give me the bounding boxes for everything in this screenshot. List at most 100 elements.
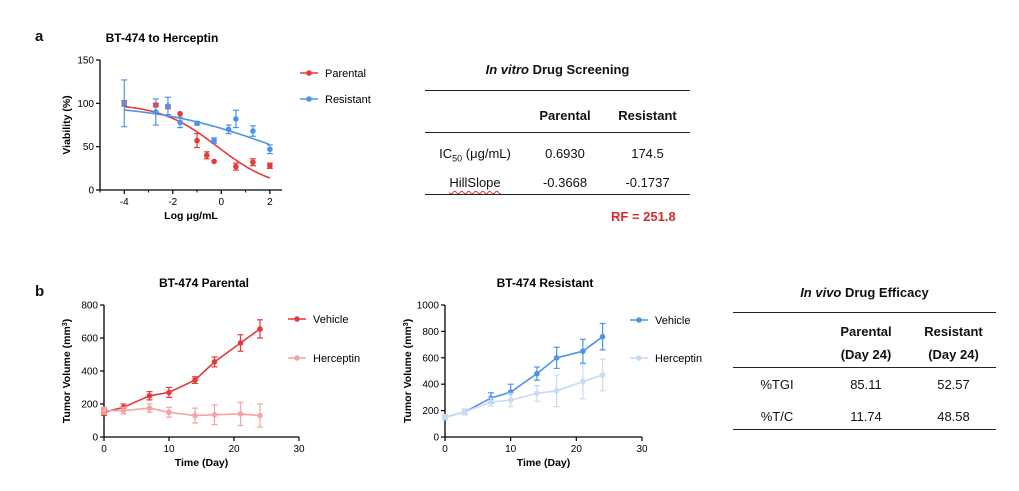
col-header-parental: Parental [539, 108, 591, 123]
rf-value: RF = 251.8 [611, 209, 676, 224]
cell-ic50-parental: 0.6930 [545, 146, 585, 161]
table-rule [733, 429, 996, 430]
data-point [237, 411, 244, 417]
table-rule [425, 194, 690, 195]
series-line [103, 328, 261, 414]
x-tick-label: 10 [505, 444, 517, 455]
data-point [203, 152, 210, 159]
legend-marker [636, 317, 642, 323]
row-label-tc: %T/C [760, 409, 794, 424]
in-vivo-title-italic: In vivo [800, 285, 842, 300]
table-rule [425, 132, 690, 133]
y-axis-label-base: Tumor Volume (mm [402, 326, 414, 423]
data-point [177, 110, 183, 117]
series-line [444, 374, 603, 418]
hillslope-text: HillSlope [449, 175, 501, 190]
data-point [250, 159, 256, 166]
y-tick-label: 50 [83, 142, 95, 153]
data-point [553, 355, 560, 361]
legend-label: Herceptin [655, 353, 702, 365]
y-axis-label: Viability (%) [61, 95, 73, 154]
data-point [101, 407, 107, 414]
x-tick-label: -4 [120, 197, 129, 208]
parental-tumor-volume-chart: BT-474 Parental 0 200 400 600 800 0 10 20 30 Time … [61, 276, 360, 469]
data-point [599, 333, 606, 340]
in-vitro-table: In vitro Drug Screening Parental Resista… [425, 58, 690, 228]
data-point [146, 405, 153, 411]
x-tick-label: 2 [267, 197, 273, 208]
series-line [444, 336, 604, 418]
x-tick-label: 10 [163, 444, 175, 455]
col-header-resistant-l1: Resistant [924, 324, 983, 339]
cell-hill-resistant: -0.1737 [625, 175, 670, 190]
cell-ic50-resistant: 174.5 [631, 146, 664, 161]
legend-label: Vehicle [655, 315, 690, 327]
cell-tgi-resistant: 52.57 [937, 377, 970, 392]
y-tick-label: 200 [422, 406, 439, 417]
x-axis-label: Time (Day) [175, 457, 229, 469]
legend-marker [636, 355, 642, 361]
data-point [534, 390, 540, 397]
y-tick-label: 0 [92, 433, 98, 444]
y-axis-label-sup: 3 [62, 322, 69, 326]
data-point [165, 103, 171, 109]
in-vitro-title-rest: Drug Screening [528, 62, 630, 77]
data-point [534, 370, 540, 377]
legend-marker [306, 70, 312, 76]
legend-label: Parental [325, 68, 366, 80]
y-axis-label-end: ) [61, 319, 73, 323]
data-point [257, 412, 263, 419]
y-tick-label: 400 [81, 367, 98, 378]
col-header-parental-l1: Parental [840, 324, 892, 339]
col-header-resistant: Resistant [618, 108, 677, 123]
ic-unit: (μg/mL) [462, 146, 511, 161]
x-tick-label: 0 [442, 444, 448, 455]
table-rule [733, 367, 996, 368]
panel-label-b: b [35, 283, 45, 300]
data-point [177, 119, 183, 126]
col-header-resistant-l2: (Day 24) [928, 347, 979, 362]
y-tick-label: 1000 [417, 301, 440, 312]
row-label-ic50: IC50 (μg/mL) [425, 146, 525, 164]
y-tick-label: 800 [422, 327, 439, 338]
series-herceptin [101, 401, 263, 428]
data-point [121, 100, 128, 107]
legend-label: Herceptin [313, 353, 360, 365]
data-point [225, 126, 232, 133]
data-point [192, 377, 198, 383]
y-tick-label: 600 [81, 334, 98, 345]
data-point [211, 411, 218, 418]
legend-label: Resistant [325, 94, 371, 106]
data-point [166, 389, 172, 396]
y-axis-label-end: ) [402, 319, 414, 323]
y-tick-label: 400 [422, 380, 439, 391]
data-point [233, 116, 239, 122]
row-label-hillslope: HillSlope [425, 175, 525, 190]
data-point [120, 407, 127, 414]
cell-tgi-parental: 85.11 [850, 377, 882, 392]
data-point [211, 359, 218, 365]
y-tick-label: 150 [77, 56, 94, 67]
data-point [488, 399, 494, 405]
data-point [192, 412, 198, 419]
y-axis-label: Tumor Volume (mm3) [402, 319, 414, 423]
data-point [267, 146, 273, 153]
in-vivo-table-title: In vivo Drug Efficacy [733, 285, 996, 300]
in-vitro-title-italic: In vitro [485, 62, 529, 77]
chart-title: BT-474 Resistant [497, 276, 594, 290]
x-tick-label: -2 [168, 197, 177, 208]
data-point [267, 162, 273, 169]
data-point [507, 397, 514, 403]
y-tick-label: 0 [433, 433, 439, 444]
x-axis-label: Log μg/mL [164, 210, 218, 222]
chart-title: BT-474 to Herceptin [106, 31, 219, 45]
data-point [194, 120, 200, 127]
x-tick-label: 30 [293, 444, 305, 455]
fit-curve [124, 105, 271, 179]
series-herceptin [442, 358, 606, 421]
series-resistant [121, 79, 273, 155]
legend-marker [294, 355, 300, 361]
data-point [599, 372, 606, 378]
data-point [166, 409, 172, 416]
series-vehicle [101, 319, 263, 417]
